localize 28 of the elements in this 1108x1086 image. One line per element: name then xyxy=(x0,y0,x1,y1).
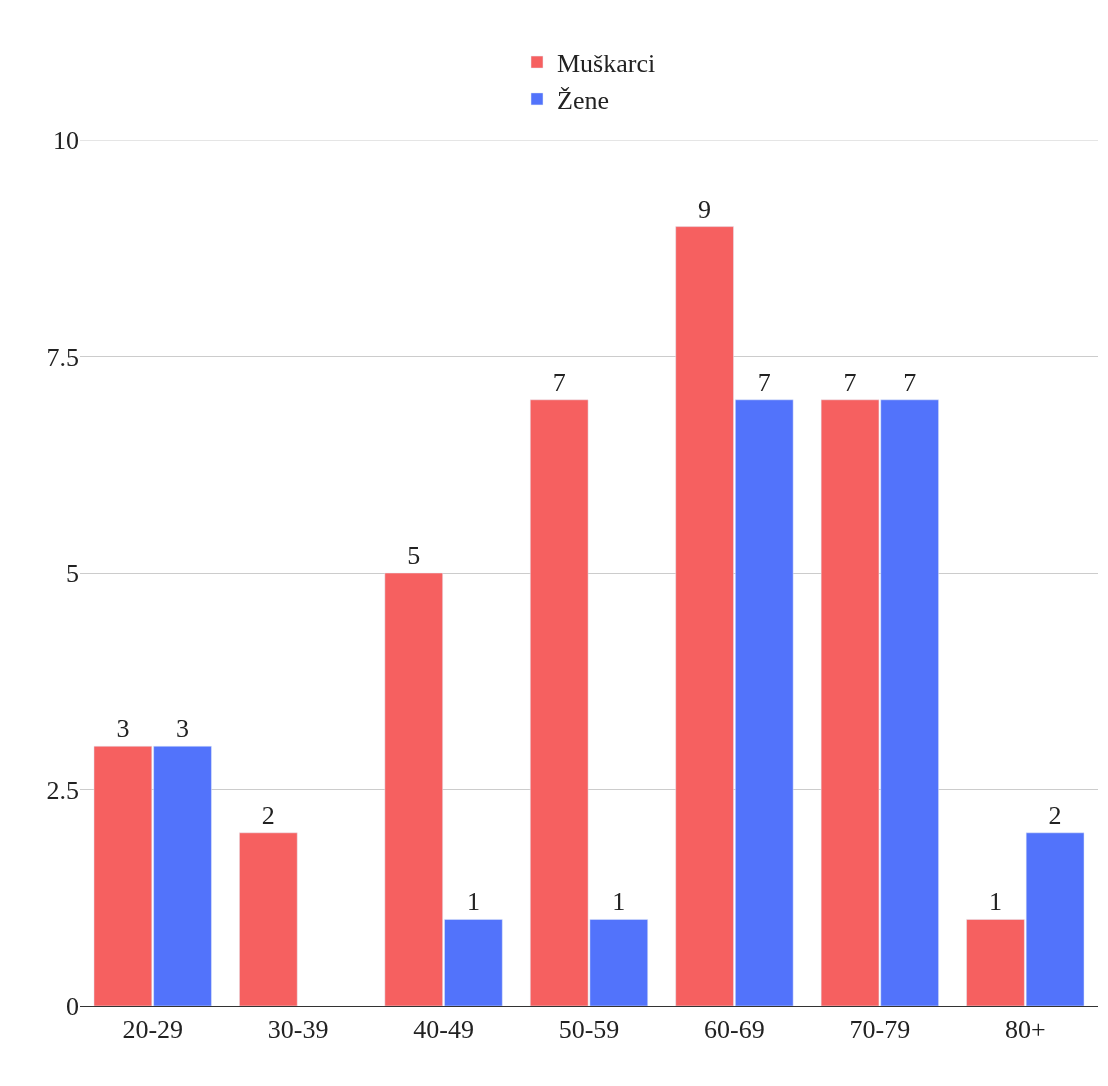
data-label: 1 xyxy=(612,887,626,917)
x-tick-label: 70-79 xyxy=(849,1015,911,1045)
bar xyxy=(239,832,298,1006)
data-label: 5 xyxy=(407,541,421,570)
data-label: 1 xyxy=(988,887,1002,917)
data-label: 9 xyxy=(698,194,712,224)
y-tick-label: 5 xyxy=(66,559,79,589)
data-label: 3 xyxy=(176,714,190,744)
data-label: 2 xyxy=(1048,800,1062,830)
x-tick-label: 50-59 xyxy=(558,1015,620,1045)
legend-label: Muškarci xyxy=(557,49,656,79)
data-label: 7 xyxy=(903,367,917,397)
data-label: 3 xyxy=(116,714,130,744)
data-label: 7 xyxy=(843,367,857,397)
data-label: 2 xyxy=(261,800,275,830)
legend-label: Žene xyxy=(557,86,609,116)
y-tick-label: 2.5 xyxy=(46,775,79,805)
x-tick-label: 40-49 xyxy=(413,1015,474,1045)
y-tick-label: 7.5 xyxy=(46,342,79,372)
data-label: 7 xyxy=(552,367,566,397)
data-label: 1 xyxy=(466,887,480,917)
y-tick-label: 0 xyxy=(66,992,79,1022)
data-label: 7 xyxy=(757,367,771,397)
x-tick-label: 20-29 xyxy=(122,1015,184,1045)
x-tick-label: 60-69 xyxy=(704,1015,765,1045)
x-tick-label: 80+ xyxy=(1004,1015,1046,1045)
y-tick-label: 10 xyxy=(53,126,79,156)
x-tick-label: 30-39 xyxy=(267,1015,329,1045)
